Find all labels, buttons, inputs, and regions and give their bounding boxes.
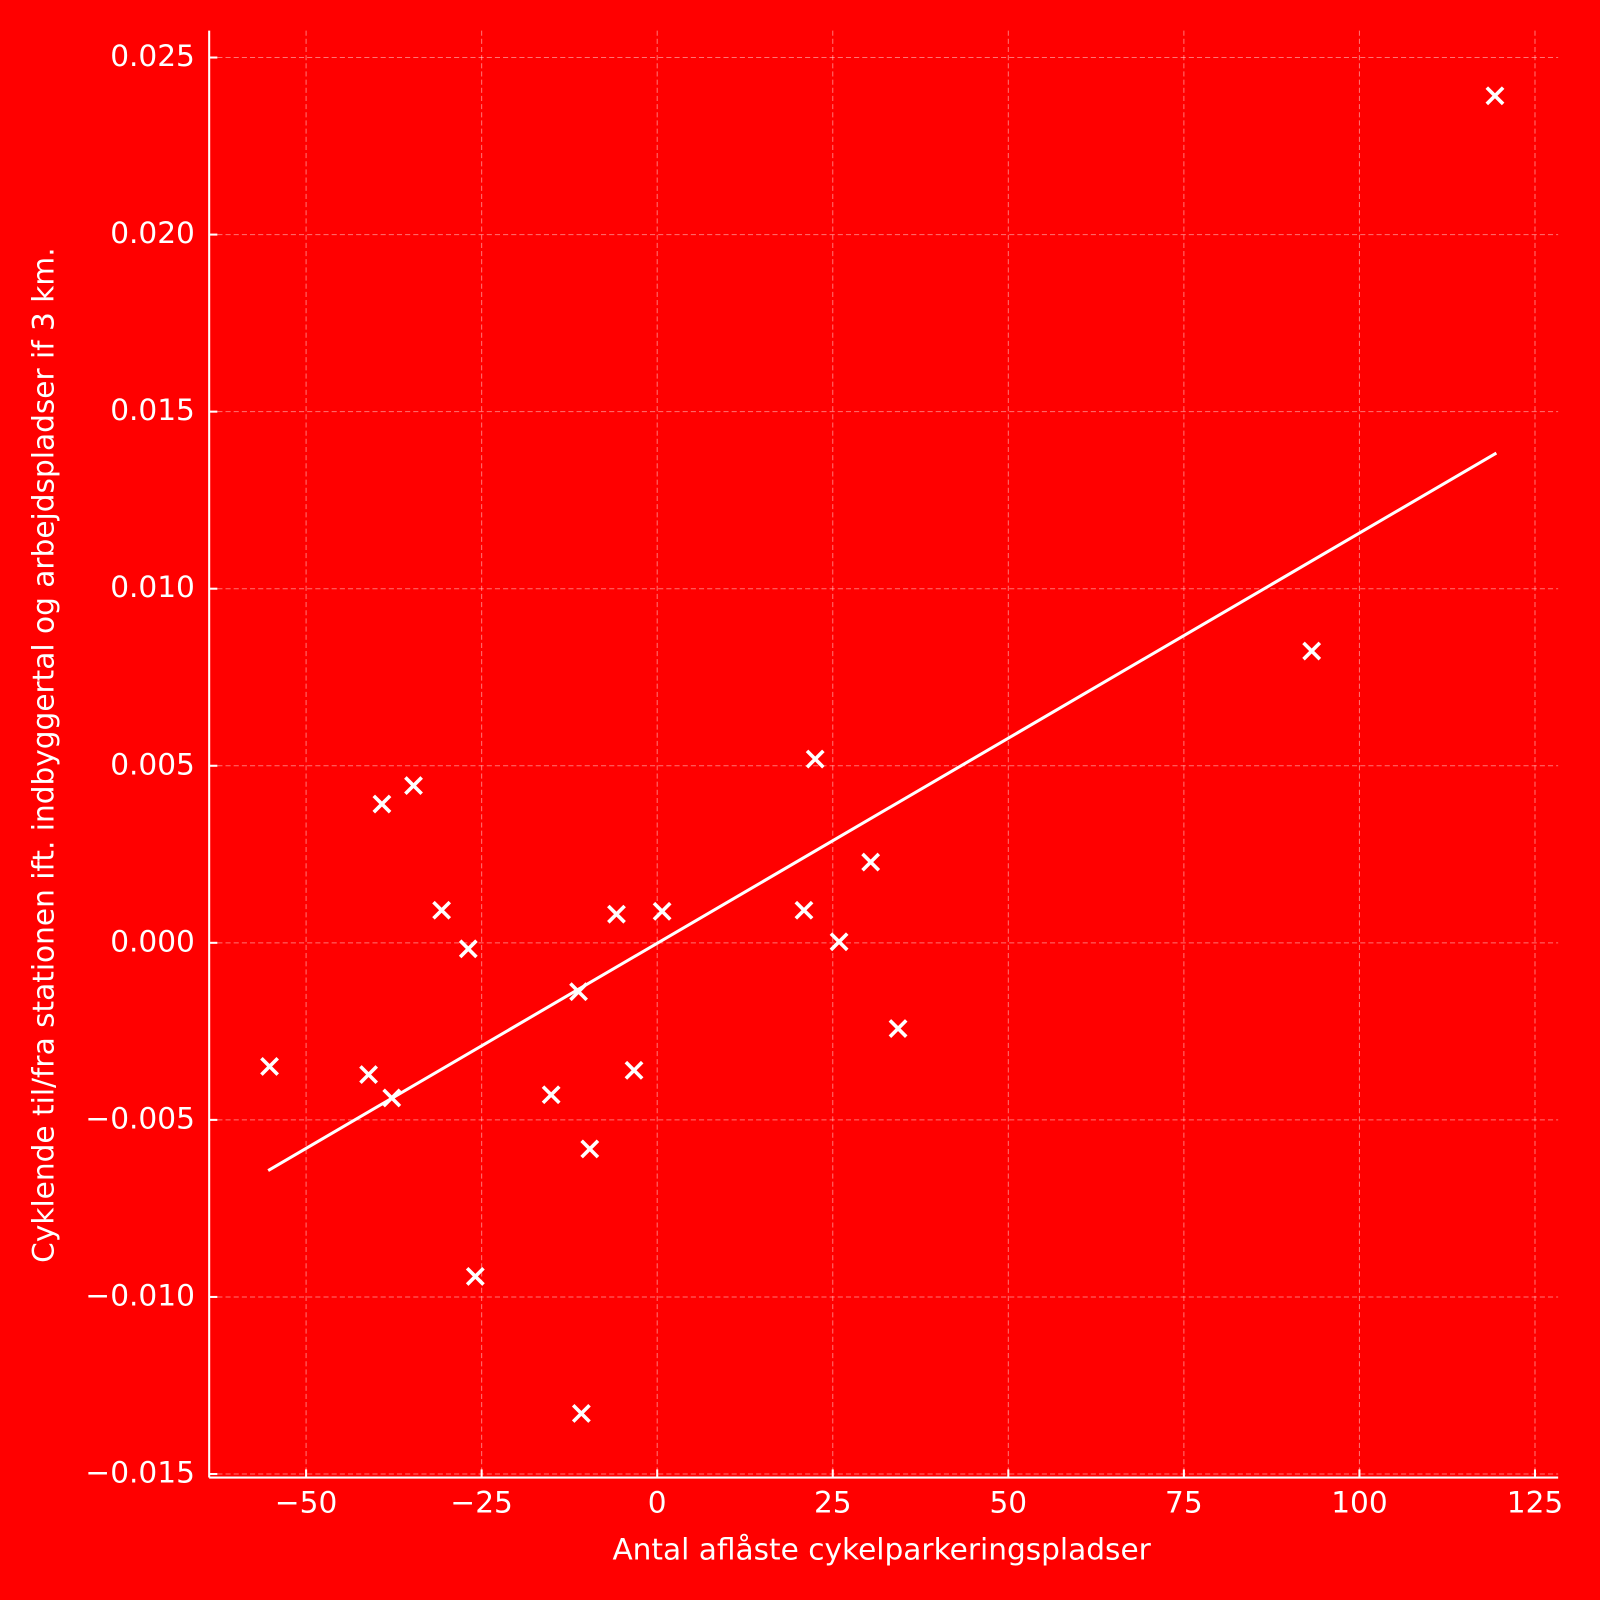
scatter-point [458, 939, 478, 959]
x-tick-label: 100 [1331, 1486, 1387, 1520]
scatter-point [432, 900, 452, 920]
y-tick-label: −0.015 [85, 1456, 194, 1490]
y-tick-label: 0.000 [110, 924, 195, 958]
trend-line [267, 451, 1498, 1172]
scatter-point [794, 900, 814, 920]
x-tick-label: 75 [1165, 1486, 1203, 1520]
y-tick-label: −0.005 [85, 1101, 194, 1135]
scatter-point [569, 982, 588, 1002]
y-tick-label: 0.020 [110, 216, 195, 250]
scatter-point [624, 1060, 644, 1080]
scatter-point [652, 901, 672, 921]
scatter-point [571, 1404, 591, 1423]
scatter-point [1302, 641, 1322, 661]
x-tick-label: −25 [450, 1486, 512, 1520]
x-tick-label: 125 [1507, 1486, 1563, 1520]
scatter-point [607, 904, 626, 924]
x-tick-label: 50 [989, 1486, 1027, 1520]
x-tick-label: 25 [814, 1486, 852, 1520]
scatter-point [541, 1085, 561, 1105]
y-tick-label: 0.005 [110, 747, 195, 781]
x-tick-label: 0 [648, 1486, 667, 1520]
scatter-point [359, 1065, 379, 1084]
scatter-point [805, 749, 825, 769]
scatter-point [260, 1056, 280, 1076]
scatter-point [861, 852, 881, 872]
scatter-point [382, 1088, 402, 1108]
y-axis-label: Cyklende til/fra stationen ift. indbygge… [26, 247, 60, 1262]
y-tick-label: 0.010 [110, 570, 195, 604]
y-tick-label: −0.010 [85, 1278, 194, 1312]
scatter-point [888, 1019, 908, 1038]
scatter-point [1485, 86, 1505, 106]
scatter-point [404, 776, 423, 796]
scatter-point [372, 794, 392, 814]
scatter-point [829, 932, 849, 952]
x-axis-label: Antal aflåste cykelparkeringspladser [612, 1533, 1151, 1567]
y-tick-label: 0.015 [110, 393, 195, 427]
x-tick-label: −50 [275, 1486, 337, 1520]
scatter-point [580, 1139, 600, 1159]
scatter-point [465, 1266, 485, 1286]
y-tick-label: 0.025 [110, 39, 195, 73]
